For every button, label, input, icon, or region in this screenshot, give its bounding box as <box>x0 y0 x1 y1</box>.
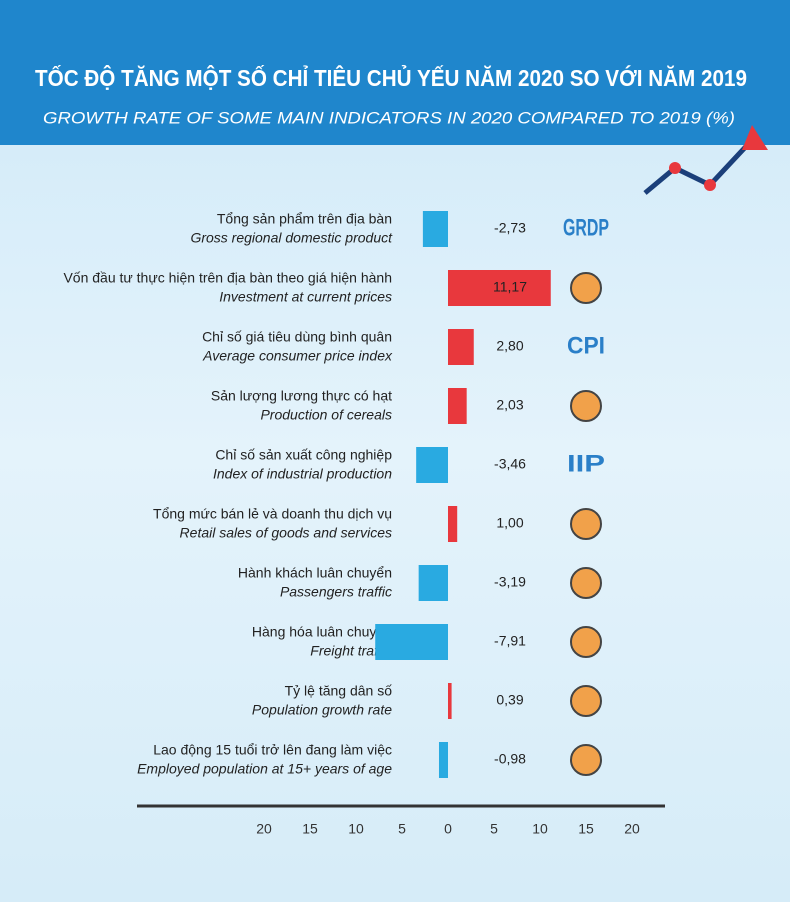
x-tick-label: 20 <box>256 821 272 837</box>
category-label: Sản lượng lương thực có hạt <box>211 388 392 404</box>
icon <box>570 626 602 658</box>
x-tick-label: 10 <box>348 821 364 837</box>
category-label-en: Population growth rate <box>252 702 392 718</box>
category-label: Chỉ số giá tiêu dùng bình quân <box>202 329 392 345</box>
icon <box>570 685 602 717</box>
category-label-en: Retail sales of goods and services <box>180 525 392 541</box>
value-label: 0,39 <box>496 692 523 708</box>
x-tick-label: 0 <box>444 821 452 837</box>
bar <box>422 211 448 247</box>
category-label-en: Freight traffic <box>310 643 392 659</box>
category-label-en: Gross regional domestic product <box>190 230 393 246</box>
icon <box>570 390 602 422</box>
icon <box>570 508 602 540</box>
category-label: Lao động 15 tuổi trở lên đang làm việc <box>153 742 392 758</box>
x-tick-label: 15 <box>302 821 318 837</box>
x-tick-label: 20 <box>624 821 640 837</box>
bar <box>438 742 448 778</box>
trend-decoration <box>643 125 768 195</box>
value-label: 2,80 <box>496 338 523 354</box>
x-tick-label: 5 <box>490 821 498 837</box>
bar <box>448 329 474 365</box>
x-tick-label: 10 <box>532 821 548 837</box>
category-label-en: Passengers traffic <box>280 584 392 600</box>
title: TỐC ĐỘ TĂNG MỘT SỐ CHỈ TIÊU CHỦ YẾU NĂM … <box>35 63 747 91</box>
bar <box>448 388 467 424</box>
icon-label: GRDP <box>563 214 609 241</box>
bar <box>416 447 448 483</box>
value-label: 2,03 <box>496 397 523 413</box>
category-label: Vốn đầu tư thực hiện trên địa bàn theo g… <box>63 270 392 286</box>
bar <box>418 565 448 601</box>
value-label: 11,17 <box>493 279 527 295</box>
category-label-en: Index of industrial production <box>213 466 392 482</box>
category-label-en: Average consumer price index <box>202 348 393 364</box>
bar <box>375 624 448 660</box>
category-label: Tỷ lệ tăng dân số <box>285 683 393 699</box>
icon-label: IIP <box>567 450 605 477</box>
category-label: Hàng hóa luân chuyển <box>252 624 392 640</box>
icon <box>570 272 602 304</box>
header-band <box>0 0 790 145</box>
value-label: -2,73 <box>494 220 526 236</box>
x-tick-label: 5 <box>398 821 406 837</box>
value-label: -3,46 <box>494 456 526 472</box>
value-label: -3,19 <box>494 574 526 590</box>
category-label: Chỉ số sản xuất công nghiệp <box>215 447 392 463</box>
category-label-en: Production of cereals <box>260 407 392 423</box>
value-label: -0,98 <box>494 751 526 767</box>
subtitle: GROWTH RATE OF SOME MAIN INDICATORS IN 2… <box>43 108 735 127</box>
bar <box>448 506 458 542</box>
category-label-en: Employed population at 15+ years of age <box>137 761 392 777</box>
icon <box>570 744 602 776</box>
x-tick-label: 15 <box>578 821 594 837</box>
category-label-en: Investment at current prices <box>219 289 392 305</box>
category-label: Hành khách luân chuyển <box>238 565 392 581</box>
bar <box>448 683 452 719</box>
category-label: Tổng sản phẩm trên địa bàn <box>217 211 392 227</box>
category-label: Tổng mức bán lẻ và doanh thu dịch vụ <box>153 506 392 522</box>
icon-label: CPI <box>567 332 605 359</box>
value-label: -7,91 <box>494 633 526 649</box>
value-label: 1,00 <box>496 515 523 531</box>
icon <box>570 567 602 599</box>
bar <box>448 270 551 306</box>
